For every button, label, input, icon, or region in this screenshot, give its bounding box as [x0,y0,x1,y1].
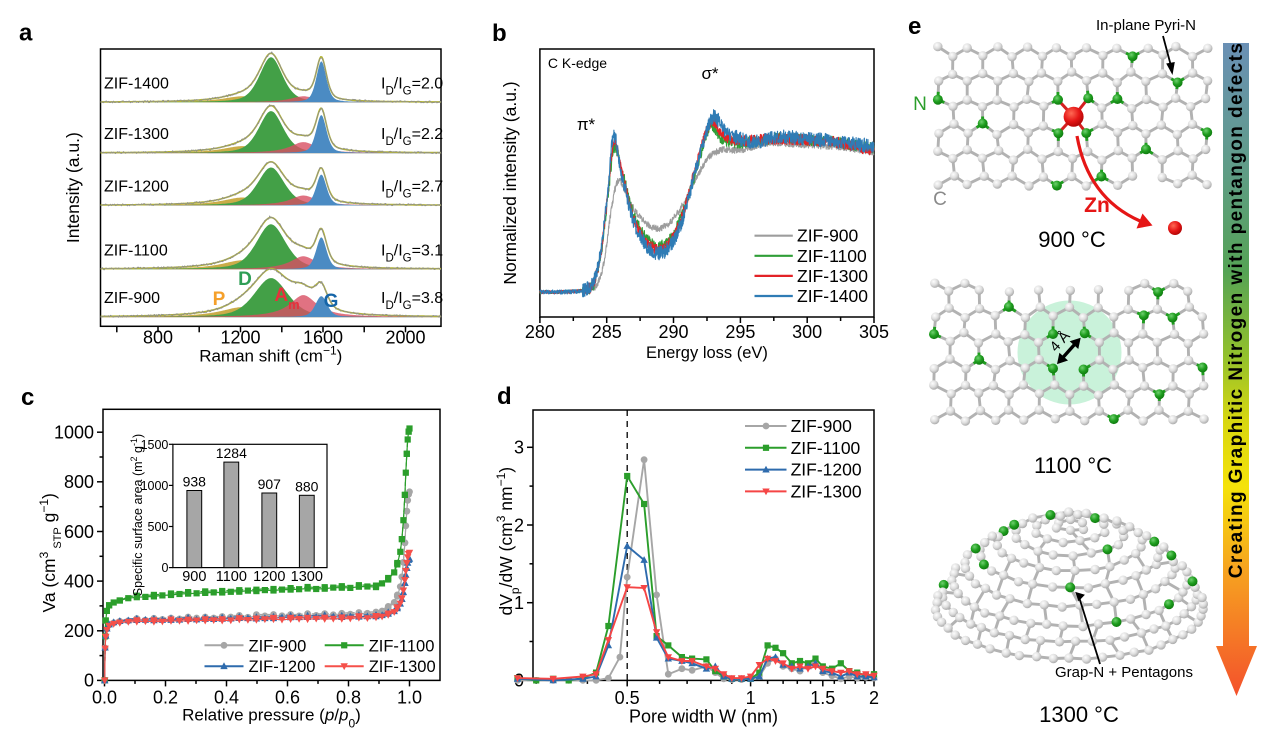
svg-text:Creating Graphitic Nitrogen wi: Creating Graphitic Nitrogen with pentang… [1226,42,1247,579]
svg-text:Intensity (a.u.): Intensity (a.u.) [63,132,83,243]
svg-text:G: G [324,291,339,312]
svg-text:0: 0 [161,561,168,575]
svg-text:ZIF-1100: ZIF-1100 [369,637,435,655]
svg-text:1: 1 [514,593,524,613]
svg-text:ID/IG=3.1: ID/IG=3.1 [381,242,443,264]
svg-text:ZIF-900: ZIF-900 [791,416,853,436]
svg-text:600: 600 [64,522,94,542]
svg-text:b: b [492,20,507,47]
svg-text:C K-edge: C K-edge [548,55,607,71]
svg-text:C: C [933,189,947,210]
svg-text:ID/IG=3.8: ID/IG=3.8 [381,290,443,312]
svg-text:Normalized intensity (a.u.): Normalized intensity (a.u.) [500,81,520,284]
svg-text:N: N [913,94,927,115]
svg-text:ZIF-1200: ZIF-1200 [104,179,169,196]
svg-text:0.4: 0.4 [214,687,239,707]
svg-text:Energy loss (eV): Energy loss (eV) [646,344,768,362]
svg-text:3: 3 [514,438,524,458]
svg-text:ZIF-1300: ZIF-1300 [791,481,862,501]
svg-text:2: 2 [514,515,524,535]
svg-text:907: 907 [258,476,282,492]
svg-text:400: 400 [64,571,94,591]
svg-text:a: a [19,20,33,47]
svg-text:ID/IG=2.0: ID/IG=2.0 [381,75,443,97]
svg-text:1500: 1500 [141,438,169,452]
svg-text:280: 280 [525,322,555,342]
svg-text:1100 °C: 1100 °C [1034,453,1112,478]
svg-text:ZIF-900: ZIF-900 [249,637,307,655]
svg-text:ZIF-900: ZIF-900 [797,226,859,246]
svg-text:ZIF-900: ZIF-900 [104,290,160,307]
svg-text:ZIF-1400: ZIF-1400 [104,75,169,92]
svg-text:P: P [213,289,226,310]
svg-text:0.0: 0.0 [92,687,117,707]
svg-text:938: 938 [183,473,207,489]
svg-text:1000: 1000 [54,423,94,443]
svg-text:500: 500 [148,520,169,534]
svg-text:290: 290 [659,322,689,342]
svg-text:0.5: 0.5 [615,688,640,708]
svg-text:1300 °C: 1300 °C [1039,702,1119,727]
svg-text:ZIF-1400: ZIF-1400 [797,286,868,306]
svg-text:ZIF-1100: ZIF-1100 [104,242,168,259]
svg-text:π*: π* [577,115,596,134]
svg-text:ZIF-1100: ZIF-1100 [797,246,867,266]
svg-text:2000: 2000 [385,327,425,347]
svg-text:0: 0 [84,671,94,691]
svg-text:900: 900 [182,569,206,585]
svg-text:ZIF-1200: ZIF-1200 [249,658,316,676]
svg-text:800: 800 [64,472,94,492]
svg-text:ZIF-1300: ZIF-1300 [797,266,868,286]
svg-text:Zn: Zn [1084,194,1110,217]
svg-text:1284: 1284 [216,445,247,461]
svg-text:D: D [238,269,252,290]
svg-text:ZIF-1300: ZIF-1300 [369,658,436,676]
svg-text:ZIF-1100: ZIF-1100 [791,438,861,458]
svg-text:ZIF-1200: ZIF-1200 [791,460,862,480]
svg-text:1000: 1000 [141,479,169,493]
svg-text:1100: 1100 [216,569,247,585]
svg-text:305: 305 [859,322,889,342]
svg-text:0.6: 0.6 [275,687,300,707]
svg-text:1200: 1200 [220,327,260,347]
svg-text:200: 200 [64,621,94,641]
svg-text:1200: 1200 [253,569,285,585]
svg-text:1300: 1300 [291,569,323,585]
svg-text:Specific surface area (m2 g-1): Specific surface area (m2 g-1) [129,434,145,596]
svg-text:ID/IG=2.7: ID/IG=2.7 [381,179,443,201]
svg-text:Grap-N + Pentagons: Grap-N + Pentagons [1055,664,1193,681]
svg-text:1.5: 1.5 [810,688,835,708]
svg-text:d: d [497,383,512,410]
svg-text:Pore width W (nm): Pore width W (nm) [629,706,778,726]
svg-text:295: 295 [725,322,755,342]
svg-text:ZIF-1300: ZIF-1300 [104,126,169,143]
svg-text:2: 2 [869,688,879,708]
svg-text:1.0: 1.0 [397,687,422,707]
svg-text:c: c [21,384,34,411]
svg-text:ID/IG=2.2: ID/IG=2.2 [381,126,443,148]
svg-text:e: e [908,13,921,40]
svg-text:Raman shift (cm−1): Raman shift (cm−1) [199,343,342,365]
svg-text:0.2: 0.2 [153,687,178,707]
svg-text:0.8: 0.8 [336,687,361,707]
svg-text:σ*: σ* [701,64,718,83]
svg-text:880: 880 [295,478,319,494]
svg-text:1: 1 [746,688,756,708]
svg-text:900 °C: 900 °C [1038,227,1106,252]
svg-text:1600: 1600 [303,327,343,347]
svg-text:In-plane Pyri-N: In-plane Pyri-N [1096,17,1196,34]
svg-text:800: 800 [143,327,173,347]
svg-text:285: 285 [592,322,622,342]
svg-text:300: 300 [792,322,822,342]
